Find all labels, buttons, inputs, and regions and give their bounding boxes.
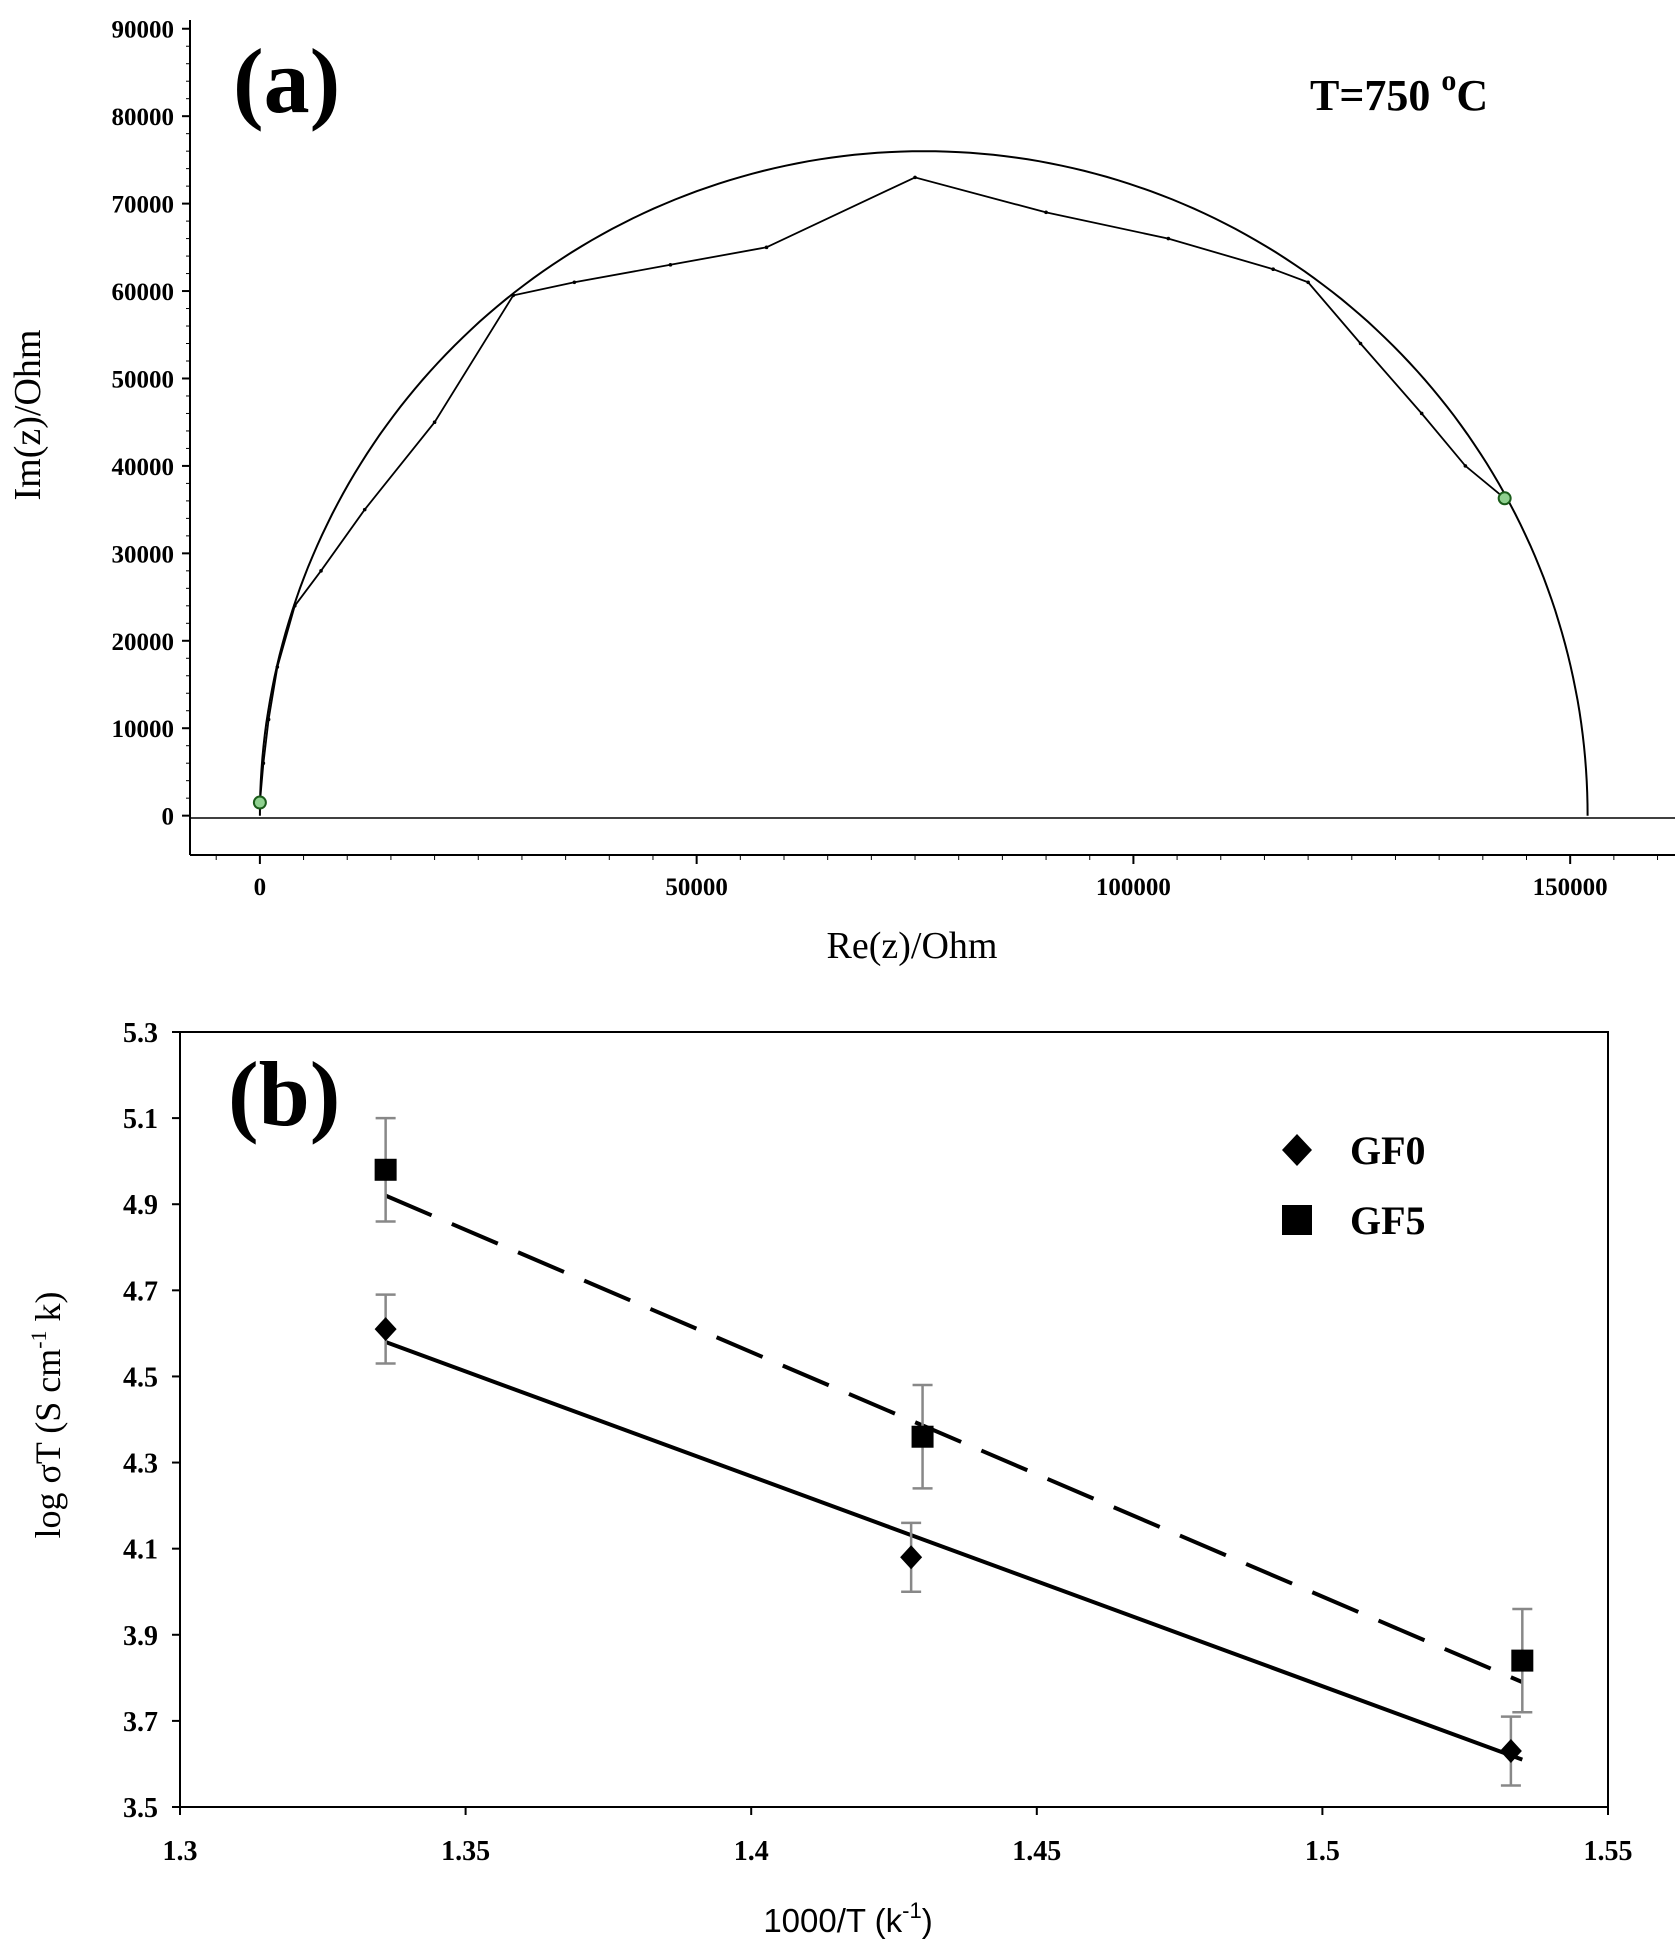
panel-a-measured-point <box>764 245 769 250</box>
panel-b-y-tick-label: 3.9 <box>123 1621 158 1652</box>
panel-b-y-tick-label: 5.1 <box>123 1104 158 1135</box>
panel-b-y-tick-label: 5.3 <box>123 1018 158 1049</box>
panel-a-y-tick-label: 50000 <box>112 366 175 393</box>
panel-b-gf5-fit-line <box>384 1193 1524 1684</box>
panel-a-measured-point <box>913 175 917 180</box>
panel-b-x-tick-label: 1.4 <box>734 1836 769 1867</box>
panel-b-y-axis-title: log σT (S cm-1 k) <box>26 1291 68 1538</box>
panel-a-x-ticks: 0 50000 100000 150000 <box>215 855 1659 901</box>
panel-b-legend: GF0 GF5 <box>1282 1128 1426 1243</box>
panel-a-y-tick-label: 30000 <box>112 541 175 568</box>
panel-b-gf5-point <box>374 1158 397 1181</box>
panel-a-y-tick-label: 20000 <box>112 629 175 656</box>
panel-b-y-tick-label: 4.7 <box>123 1276 158 1307</box>
panel-a-measured-point <box>1166 236 1171 241</box>
panel-b-label: (b) <box>228 1043 340 1145</box>
panel-a-label: (a) <box>233 30 340 132</box>
panel-b-y-tick-label: 4.3 <box>123 1449 158 1480</box>
panel-b-gf5-point <box>911 1425 934 1448</box>
panel-b-x-tick-label: 1.3 <box>163 1836 198 1867</box>
panel-a-y-tick-label: 40000 <box>112 454 175 481</box>
panel-b-gf0-fit-line <box>384 1340 1524 1762</box>
panel-b-y-ticks: 3.5 3.7 3.9 4.1 4.3 4.5 4.7 4.9 5.1 5.3 <box>123 1018 180 1824</box>
panel-a-measured-point <box>293 604 297 608</box>
panel-a-impedance-plot: 0 10000 20000 30000 40000 50000 60000 70000 8000… <box>7 17 1675 967</box>
panel-a-measured-point <box>432 420 437 424</box>
panel-a-marker-point <box>252 795 267 810</box>
panel-b-y-tick-label: 3.5 <box>123 1793 158 1824</box>
panel-a-x-tick-label: 150000 <box>1533 874 1608 901</box>
panel-a-measured-point <box>1306 280 1310 285</box>
panel-a-measured-line <box>259 176 1506 803</box>
panel-a-y-tick-label: 90000 <box>112 17 175 44</box>
legend-gf0-marker <box>1282 1134 1312 1166</box>
panel-a-measured-point <box>1358 341 1363 346</box>
panel-a-measured-point <box>261 761 266 765</box>
panel-b-y-tick-label: 4.9 <box>123 1190 158 1221</box>
panel-b-plot-frame <box>179 1031 1609 1808</box>
panel-a-measured-point <box>511 293 516 298</box>
panel-a-y-tick-label: 80000 <box>112 104 175 131</box>
panel-a-measured-point <box>572 280 577 285</box>
panel-b-gf0-point <box>1499 1739 1522 1764</box>
panel-a-y-ticks: 0 10000 20000 30000 40000 50000 60000 70000 8000… <box>112 17 190 831</box>
panel-b-gf0-point <box>900 1545 923 1570</box>
panel-a-y-tick-label: 60000 <box>112 279 175 306</box>
panel-b-x-axis-title: 1000/T (k-1) <box>763 1898 932 1939</box>
panel-b-gf0-point <box>374 1317 397 1342</box>
panel-a-measured-point <box>362 507 367 512</box>
panel-a-measured-point <box>275 665 280 669</box>
panel-b-x-tick-label: 1.55 <box>1584 1836 1633 1867</box>
panel-a-y-tick-label: 0 <box>162 804 175 831</box>
panel-b-x-ticks: 1.3 1.35 1.4 1.45 1.5 1.55 <box>163 1807 1633 1867</box>
legend-gf5-marker <box>1282 1205 1312 1235</box>
panel-b-x-tick-label: 1.35 <box>441 1836 490 1867</box>
panel-a-x-tick-label: 100000 <box>1096 874 1171 901</box>
panel-a-measured-point <box>1044 210 1048 215</box>
panel-a-plot-area <box>252 150 1589 816</box>
panel-a-x-axis-title: Re(z)/Ohm <box>827 925 998 967</box>
panel-a-measured-point <box>1271 267 1275 271</box>
legend-gf5-label: GF5 <box>1350 1198 1426 1243</box>
panel-a-y-tick-label: 10000 <box>112 716 175 743</box>
panel-a-y-tick-label: 70000 <box>112 192 175 219</box>
panel-a-measured-point <box>319 569 323 573</box>
panel-b-gf5-point <box>1511 1649 1534 1672</box>
panel-a-temperature-annotation: T=750 oC <box>1310 64 1488 120</box>
panel-b-arrhenius-plot: 3.53.73.94.14.34.54.74.95.15.3 1.3 1.35 1.… <box>26 1018 1633 1939</box>
legend-gf0-label: GF0 <box>1350 1128 1426 1173</box>
panel-a-x-tick-label: 50000 <box>665 874 728 901</box>
panel-a-fitted-arc <box>258 150 1589 816</box>
panel-a-y-axis-title: Im(z)/Ohm <box>7 330 49 501</box>
panel-a-marker-point <box>1497 491 1512 506</box>
panel-b-x-tick-label: 1.5 <box>1305 1836 1340 1867</box>
panel-b-y-tick-label: 4.1 <box>123 1535 158 1566</box>
panel-b-plot-area <box>374 1116 1534 1787</box>
panel-a-measured-point <box>1463 464 1468 468</box>
panel-a-measured-point <box>1419 411 1424 416</box>
panel-a-x-tick-label: 0 <box>254 874 267 901</box>
panel-a-measured-point <box>266 717 271 722</box>
panel-b-y-tick-label: 4.5 <box>123 1362 158 1393</box>
panel-b-y-tick-label: 3.7 <box>123 1707 158 1738</box>
panel-b-x-tick-label: 1.45 <box>1012 1836 1061 1867</box>
panel-a-measured-point <box>668 263 673 267</box>
